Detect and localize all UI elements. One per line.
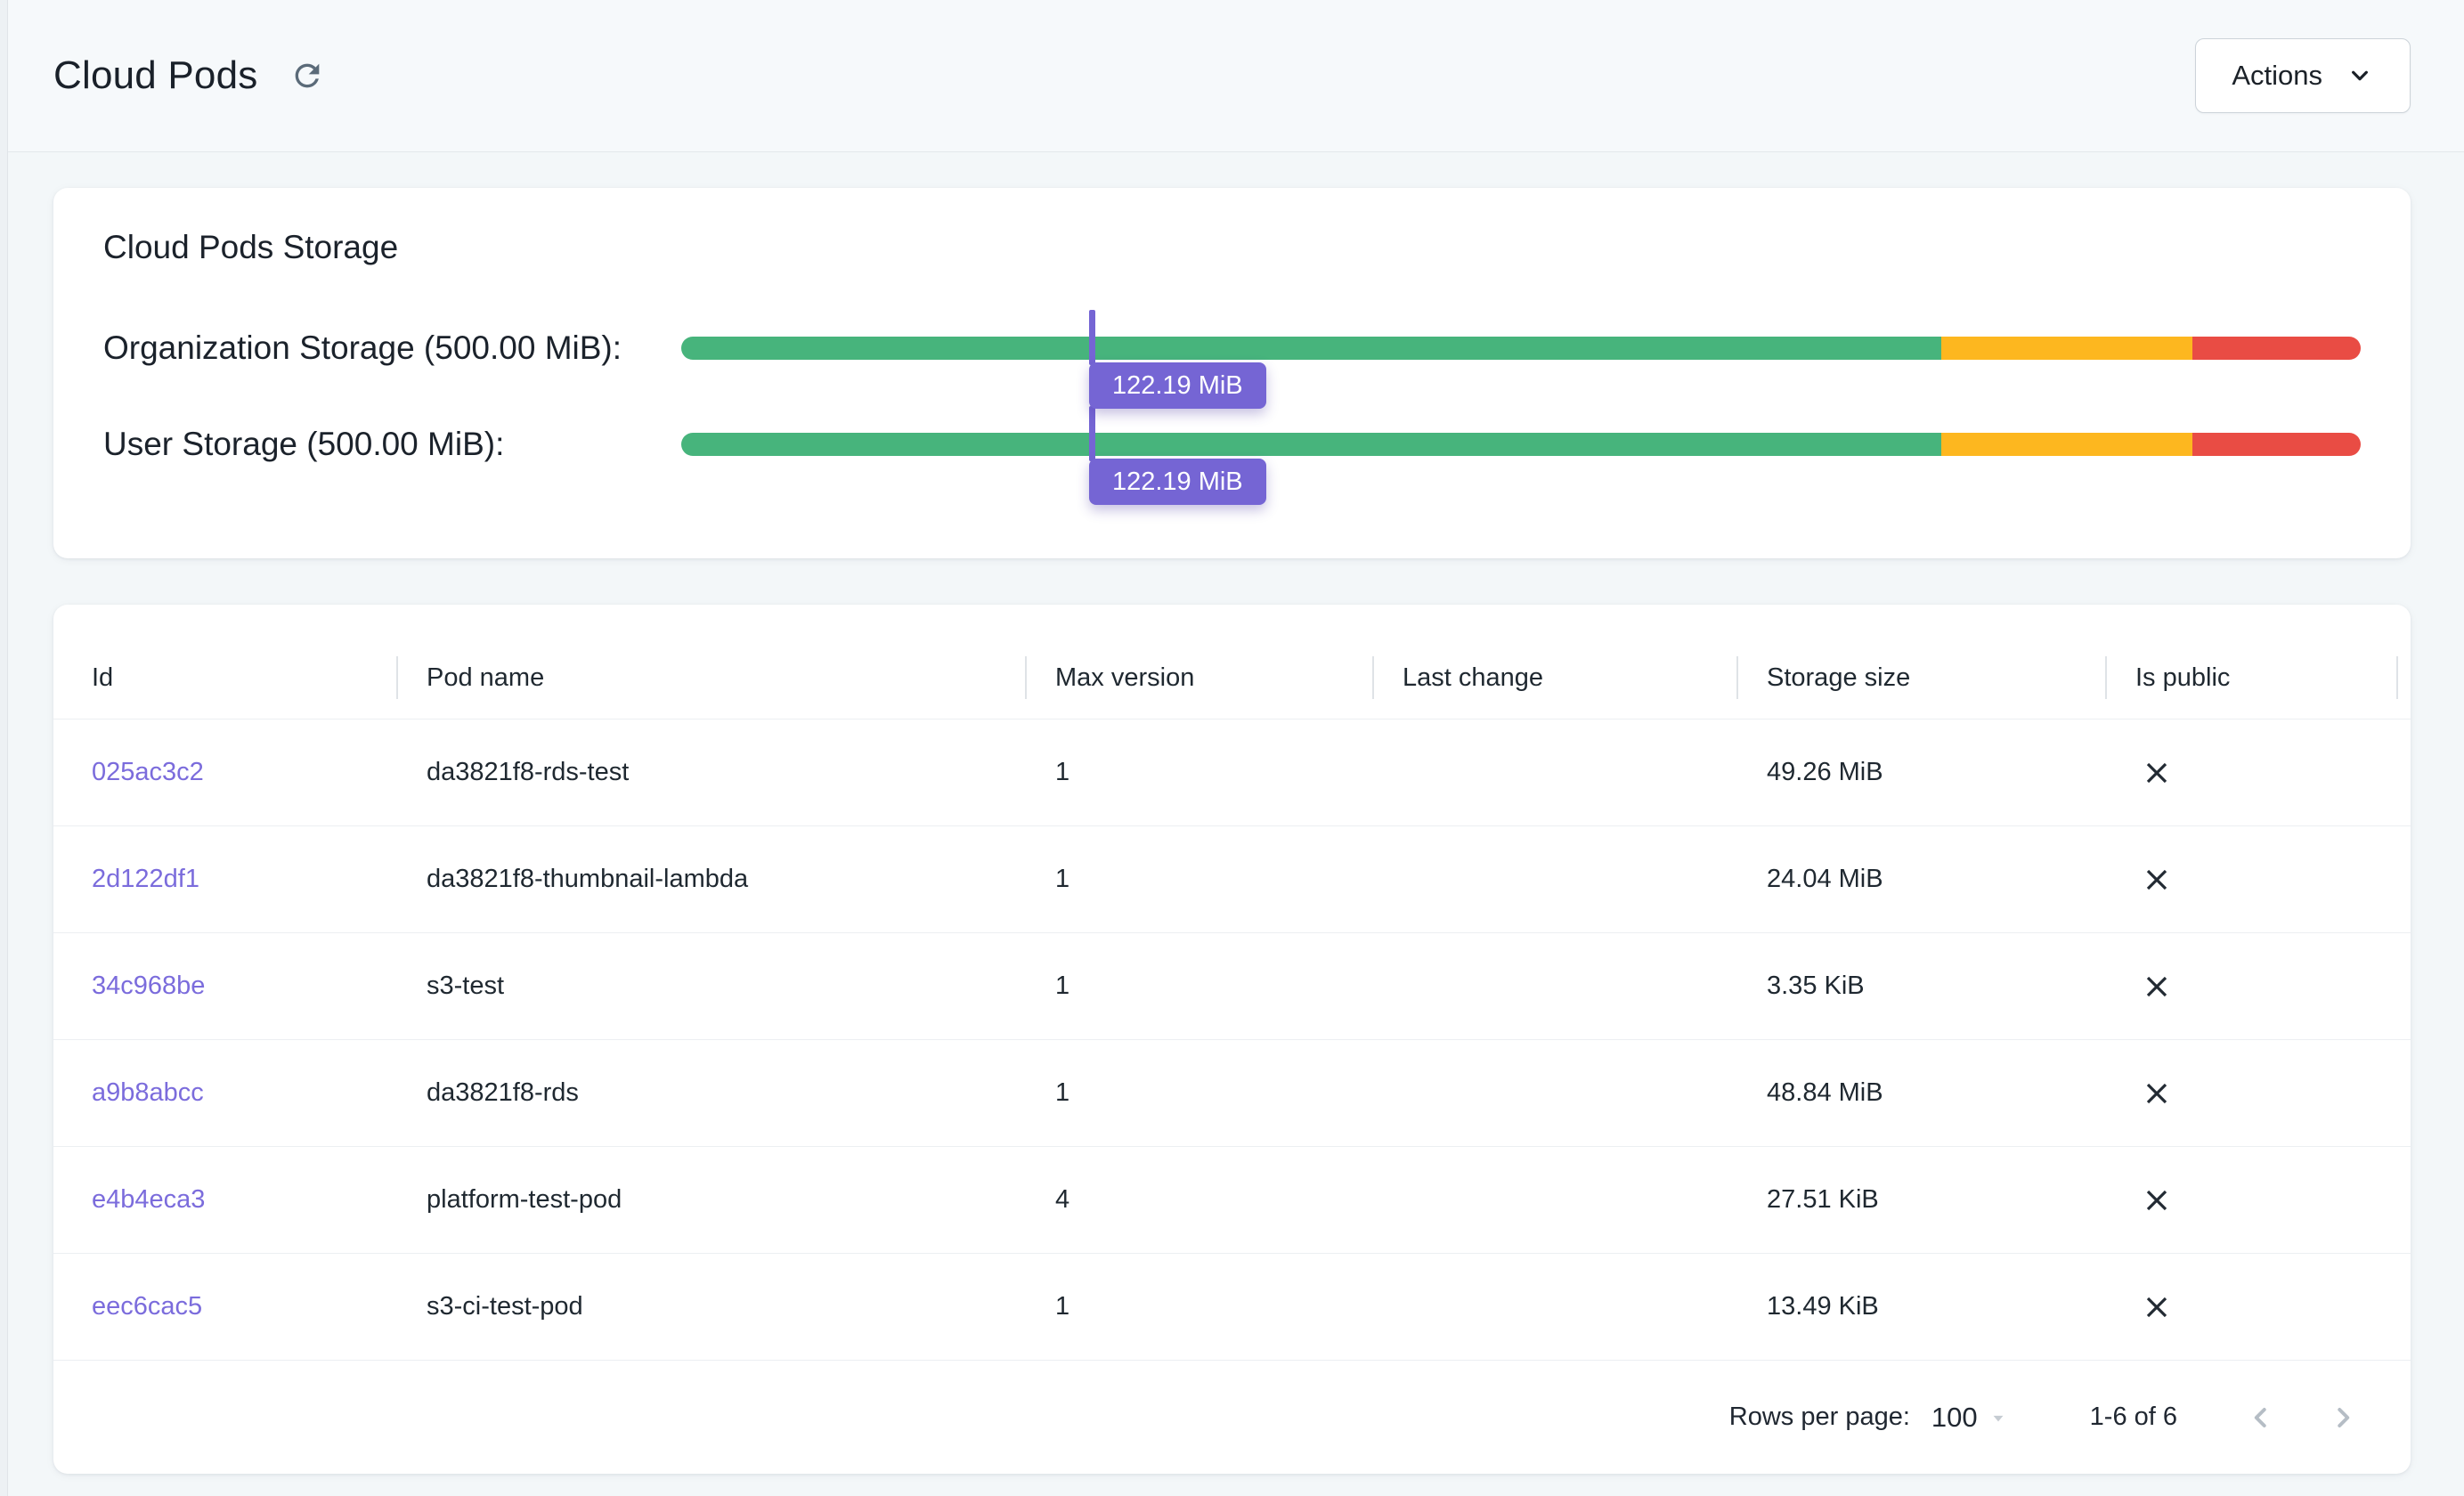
max-version-cell: 1 — [1055, 758, 1070, 786]
max-version-cell: 4 — [1055, 1185, 1070, 1214]
bar-critical-segment — [2192, 433, 2361, 456]
table-row: e4b4eca3 platform-test-pod 4 27.51 KiB — [53, 1146, 2411, 1253]
org-storage-label: Organization Storage (500.00 MiB): — [103, 329, 622, 366]
storage-size-cell: 27.51 KiB — [1767, 1185, 1879, 1214]
pod-name-cell: da3821f8-rds — [427, 1078, 579, 1107]
cross-icon — [2146, 1190, 2167, 1210]
storage-size-cell: 24.04 MiB — [1767, 865, 1883, 893]
cross-icon — [2146, 1083, 2167, 1103]
page-header: Cloud Pods Actions — [0, 0, 2464, 152]
column-header-storage-size[interactable]: Storage size — [1736, 637, 2105, 719]
user-storage-bar: 122.19 MiB — [681, 406, 2361, 505]
rows-per-page-select[interactable]: 100 — [1931, 1402, 2010, 1434]
org-storage-track — [681, 337, 2361, 360]
storage-card-title: Cloud Pods Storage — [103, 229, 399, 265]
column-header-pod-name[interactable]: Pod name — [396, 637, 1025, 719]
table-row: 34c968be s3-test 1 3.35 KiB — [53, 932, 2411, 1039]
next-page-button[interactable] — [2318, 1393, 2368, 1443]
pod-name-cell: da3821f8-rds-test — [427, 758, 630, 786]
pagination: Rows per page: 100 1-6 of 6 — [53, 1360, 2411, 1474]
pod-id-link[interactable]: eec6cac5 — [92, 1292, 203, 1321]
pod-id-link[interactable]: a9b8abcc — [92, 1078, 204, 1107]
storage-size-cell: 3.35 KiB — [1767, 972, 1865, 1000]
actions-button[interactable]: Actions — [2195, 38, 2411, 113]
chevron-right-icon — [2338, 1407, 2350, 1427]
cross-icon — [2146, 762, 2167, 783]
storage-card: Cloud Pods Storage Organization Storage … — [53, 188, 2411, 558]
column-header-id[interactable]: Id — [92, 663, 114, 692]
column-header-max-version[interactable]: Max version — [1025, 637, 1372, 719]
pod-id-link[interactable]: 34c968be — [92, 972, 206, 1000]
bar-warning-segment — [1940, 433, 2193, 456]
table-row: 2d122df1 da3821f8-thumbnail-lambda 1 24.… — [53, 825, 2411, 932]
table-row: eec6cac5 s3-ci-test-pod 1 13.49 KiB — [53, 1253, 2411, 1360]
column-header-is-public[interactable]: Is public — [2105, 637, 2411, 719]
org-storage-bar: 122.19 MiB — [681, 310, 2361, 409]
pod-name-cell: platform-test-pod — [427, 1185, 622, 1214]
chevron-left-icon — [2254, 1407, 2266, 1427]
table-header-row: Id Pod name Max version Last change Stor… — [53, 637, 2411, 719]
org-usage-marker — [1088, 310, 1095, 365]
chevron-down-icon — [2352, 70, 2368, 81]
user-storage-row: User Storage (500.00 MiB): 122.19 MiB — [103, 406, 2361, 505]
pods-table-card: Id Pod name Max version Last change Stor… — [53, 605, 2411, 1474]
max-version-cell: 1 — [1055, 1078, 1070, 1107]
bar-safe-segment — [681, 337, 1941, 360]
pod-id-link[interactable]: 025ac3c2 — [92, 758, 204, 786]
pod-name-cell: s3-test — [427, 972, 505, 1000]
previous-page-button[interactable] — [2236, 1393, 2286, 1443]
bar-safe-segment — [681, 433, 1941, 456]
column-header-last-change[interactable]: Last change — [1372, 637, 1736, 719]
user-storage-track — [681, 433, 2361, 456]
user-storage-label: User Storage (500.00 MiB): — [103, 426, 505, 462]
max-version-cell: 1 — [1055, 972, 1070, 1000]
table-row: 025ac3c2 da3821f8-rds-test 1 49.26 MiB — [53, 719, 2411, 825]
org-usage-tooltip: 122.19 MiB — [1088, 362, 1266, 409]
cross-icon — [2146, 869, 2167, 890]
actions-button-label: Actions — [2232, 60, 2322, 91]
storage-size-cell: 48.84 MiB — [1767, 1078, 1883, 1107]
caret-down-icon — [1993, 1415, 2004, 1421]
pod-id-link[interactable]: 2d122df1 — [92, 865, 199, 893]
main-content: Cloud Pods Storage Organization Storage … — [0, 152, 2464, 1474]
page-header-left: Cloud Pods — [53, 51, 332, 101]
max-version-cell: 1 — [1055, 1292, 1070, 1321]
page-title: Cloud Pods — [53, 53, 258, 97]
max-version-cell: 1 — [1055, 865, 1070, 893]
cross-icon — [2146, 976, 2167, 996]
rows-per-page-label: Rows per page: — [1728, 1402, 1910, 1431]
pod-id-link[interactable]: e4b4eca3 — [92, 1185, 206, 1214]
refresh-icon — [296, 63, 320, 88]
pagination-range: 1-6 of 6 — [2089, 1402, 2177, 1431]
user-usage-tooltip: 122.19 MiB — [1088, 459, 1266, 505]
refresh-button[interactable] — [282, 51, 332, 101]
bar-critical-segment — [2192, 337, 2361, 360]
cross-icon — [2146, 1297, 2167, 1317]
storage-size-cell: 49.26 MiB — [1767, 758, 1883, 786]
bar-warning-segment — [1940, 337, 2193, 360]
user-usage-marker — [1088, 406, 1095, 461]
org-storage-row: Organization Storage (500.00 MiB): 122.1… — [103, 310, 2361, 409]
pod-name-cell: da3821f8-thumbnail-lambda — [427, 865, 749, 893]
table-row: a9b8abcc da3821f8-rds 1 48.84 MiB — [53, 1039, 2411, 1146]
pod-name-cell: s3-ci-test-pod — [427, 1292, 583, 1321]
rows-per-page-value: 100 — [1931, 1401, 1978, 1433]
storage-size-cell: 13.49 KiB — [1767, 1292, 1879, 1321]
